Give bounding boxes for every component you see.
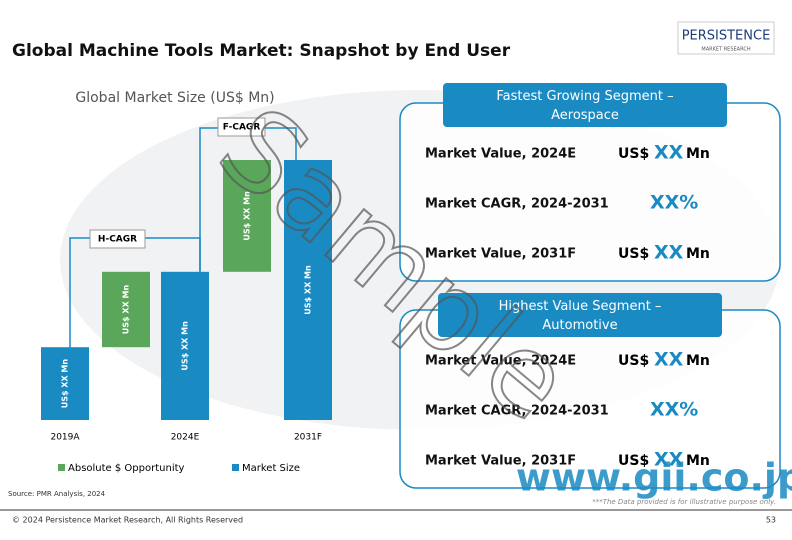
source: Source: PMR Analysis, 2024	[8, 490, 106, 498]
cagr-label: F-CAGR	[223, 123, 261, 133]
row-label: Market Value, 2031F	[425, 454, 576, 469]
disclaimer: ***The Data provided is for illustrative…	[592, 498, 776, 506]
bar-label: US$ XX Mn	[304, 265, 313, 315]
row-value: XX	[654, 142, 684, 164]
chart: H-CAGR F-CAGR US$ XX Mn 2019A US$ XX Mn 2024E…	[41, 117, 332, 474]
copyright: © 2024 Persistence Market Research, All …	[12, 516, 243, 525]
row-prefix: US$	[618, 453, 649, 469]
row-value: XX	[654, 242, 684, 264]
row-value: XX%	[650, 192, 698, 214]
cagr-label: H-CAGR	[98, 235, 137, 245]
legend-swatch	[58, 464, 65, 471]
bar	[223, 160, 271, 272]
bar-label: US$ XX Mn	[61, 359, 70, 409]
row-unit: Mn	[686, 246, 710, 262]
cagr-box	[217, 117, 266, 137]
legend-label: Absolute $ Opportunity	[68, 463, 185, 474]
bar	[41, 347, 89, 420]
segment-title-line: Automotive	[542, 318, 617, 333]
segment-title-line: Highest Value Segment –	[499, 299, 662, 314]
segment-title-line: Fastest Growing Segment –	[496, 89, 673, 104]
bar	[284, 160, 332, 420]
segment-title-line: Aerospace	[551, 108, 619, 123]
segments: Fastest Growing Segment – Aerospace Market…	[399, 83, 781, 489]
x-tick-label: 2031F	[294, 433, 322, 443]
slide-title: Global Machine Tools Market: Snapshot by…	[12, 41, 511, 61]
bar-label: US$ XX Mn	[243, 191, 252, 241]
row-label: Market CAGR, 2024-2031	[425, 197, 609, 212]
row-label: Market Value, 2031F	[425, 247, 576, 262]
legend-swatch	[232, 464, 239, 471]
row-unit: Mn	[686, 453, 710, 469]
row-label: Market Value, 2024E	[425, 147, 576, 162]
row-value: XX	[654, 349, 684, 371]
bar	[161, 271, 209, 420]
bar-label: US$ XX Mn	[122, 285, 131, 335]
row-value: XX%	[650, 399, 698, 421]
row-prefix: US$	[618, 246, 649, 262]
row-unit: Mn	[686, 146, 710, 162]
row-prefix: US$	[618, 146, 649, 162]
site-watermark: www.gii.co.jp	[516, 456, 792, 500]
row-label: Market CAGR, 2024-2031	[425, 404, 609, 419]
bar	[102, 271, 150, 348]
bar-label: US$ XX Mn	[181, 321, 190, 371]
cagr-box	[89, 229, 146, 249]
page-number: 53	[766, 516, 776, 525]
logo: PERSISTENCE	[682, 29, 771, 44]
segment-title: Fastest Growing Segment – Aerospace	[496, 89, 673, 123]
chart-title: Global Market Size (US$ Mn)	[75, 90, 274, 106]
x-tick-label: 2024E	[171, 433, 200, 443]
row-unit: Mn	[686, 353, 710, 369]
segment-title: Highest Value Segment – Automotive	[499, 299, 662, 333]
row-label: Market Value, 2024E	[425, 354, 576, 369]
logo-sub: MARKET RESEARCH	[701, 47, 750, 53]
segment-header	[443, 83, 727, 127]
logo-box	[677, 21, 775, 55]
segment-header	[438, 293, 722, 337]
row-value: XX	[654, 449, 684, 471]
legend-label: Market Size	[242, 463, 300, 474]
x-tick-label: 2019A	[50, 433, 80, 443]
row-prefix: US$	[618, 353, 649, 369]
